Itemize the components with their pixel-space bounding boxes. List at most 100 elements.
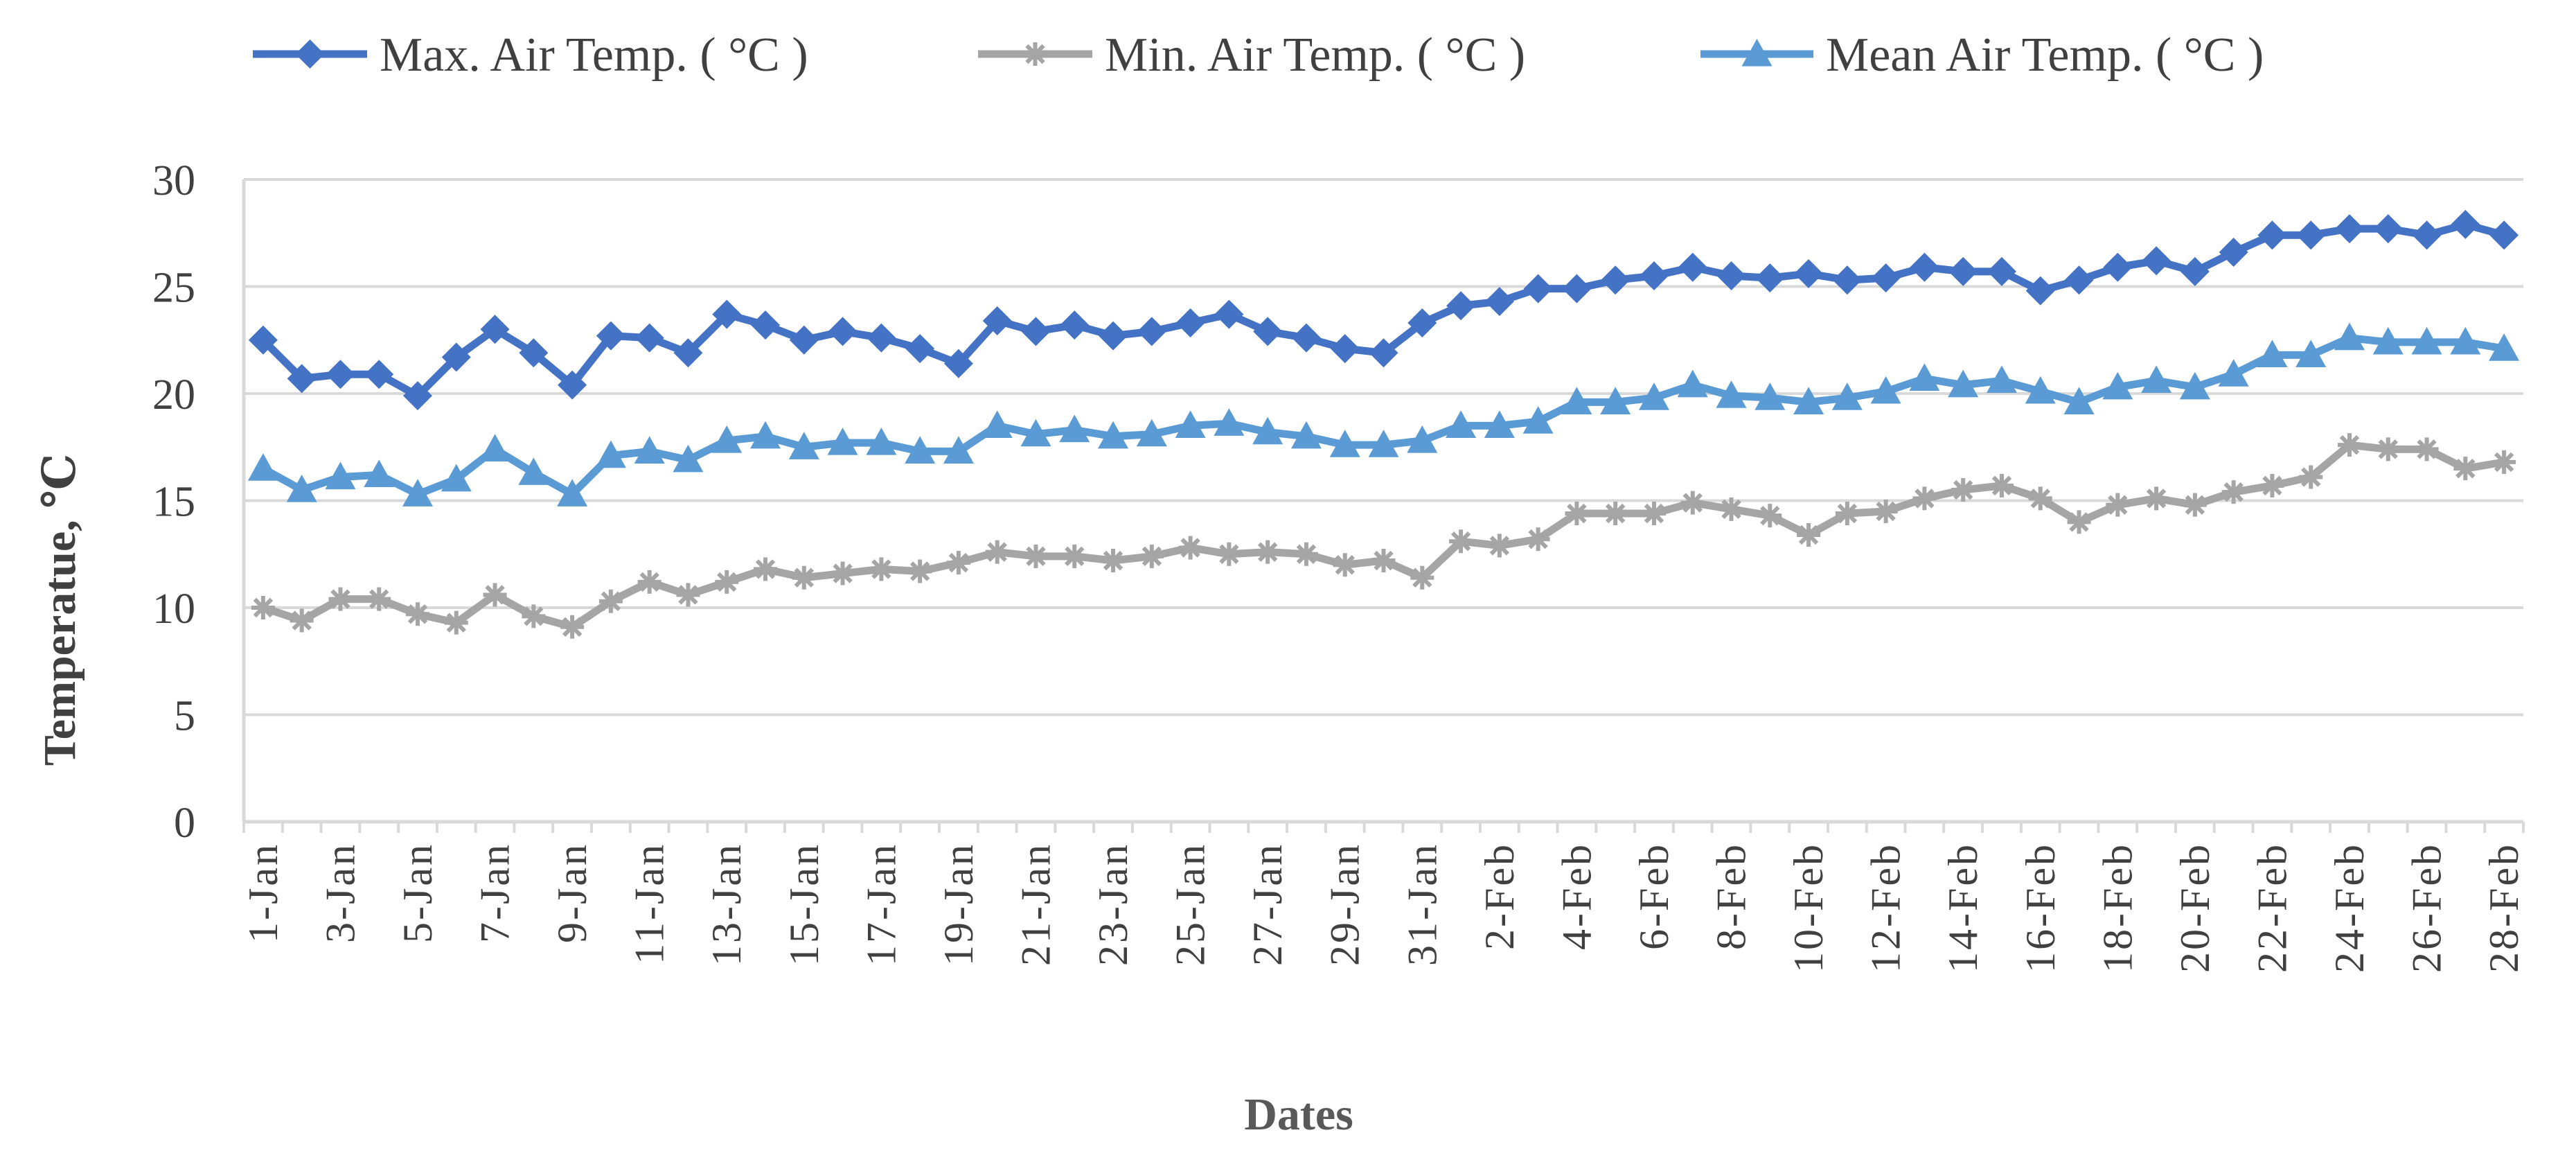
x-axis-title: Dates xyxy=(1244,1089,1353,1140)
data-point xyxy=(1024,544,1048,568)
data-point xyxy=(403,381,433,411)
marker-stroke xyxy=(1721,499,1741,520)
marker-stroke xyxy=(1142,546,1162,567)
data-point xyxy=(1175,308,1205,338)
y-tick-label: 20 xyxy=(152,371,195,419)
data-point xyxy=(1523,274,1553,303)
marker-stroke xyxy=(562,617,583,637)
data-point xyxy=(2179,371,2210,400)
legend-label: Mean Air Temp. ( °C ) xyxy=(1826,28,2264,82)
data-point xyxy=(754,557,778,581)
marker-stroke xyxy=(601,591,621,611)
data-point xyxy=(2489,220,2519,250)
data-point xyxy=(2296,220,2326,250)
data-point xyxy=(1794,258,1824,288)
marker-stroke xyxy=(1915,488,1935,509)
data-point xyxy=(286,475,317,502)
series-line xyxy=(260,220,2505,400)
legend-item-1: Max. Air Temp. ( °C ) xyxy=(253,28,808,82)
data-point xyxy=(1680,491,1705,515)
marker-stroke xyxy=(639,572,659,592)
data-point xyxy=(1797,522,1821,547)
legend-item-2: Min. Air Temp. ( °C ) xyxy=(978,28,1525,82)
data-point xyxy=(2025,276,2055,306)
data-point xyxy=(1291,323,1321,353)
x-tick-label: 28-Feb xyxy=(2481,843,2527,973)
data-point xyxy=(1522,406,1554,434)
marker-stroke xyxy=(794,567,814,588)
x-tick-label: 12-Feb xyxy=(1863,843,1909,973)
data-point xyxy=(905,436,936,464)
marker-stroke xyxy=(1991,475,2012,496)
data-point xyxy=(560,615,585,639)
data-point xyxy=(1758,504,1782,528)
data-point xyxy=(905,334,935,364)
marker-stroke xyxy=(1412,567,1432,588)
data-point xyxy=(1562,274,1592,303)
data-point xyxy=(1137,317,1166,346)
data-point xyxy=(596,321,625,351)
marker-stroke xyxy=(2146,488,2167,509)
x-tick-label: 10-Feb xyxy=(1786,843,1831,973)
series-layer xyxy=(247,209,2520,639)
x-tick-label: 13-Jan xyxy=(704,843,749,966)
data-point xyxy=(287,364,317,394)
data-point xyxy=(1601,265,1631,295)
data-point xyxy=(2337,433,2361,457)
data-point xyxy=(479,434,510,461)
data-point xyxy=(2025,376,2056,404)
marker-stroke xyxy=(871,559,891,579)
data-point xyxy=(2183,493,2207,517)
data-point xyxy=(1099,321,1128,351)
marker-stroke xyxy=(1065,546,1085,567)
data-point xyxy=(1526,527,1550,552)
marker-stroke xyxy=(2069,512,2089,532)
x-tick-label: 14-Feb xyxy=(1940,843,1986,973)
data-point xyxy=(2067,510,2091,534)
marker-stroke xyxy=(909,561,930,581)
data-point xyxy=(946,551,970,575)
data-point xyxy=(789,325,819,355)
data-point xyxy=(1989,473,2014,498)
data-point xyxy=(1060,310,1090,340)
x-tick-label: 2-Feb xyxy=(1477,843,1522,950)
data-point xyxy=(2295,340,2327,367)
marker-stroke xyxy=(1025,44,1045,64)
data-point xyxy=(248,325,278,355)
data-point xyxy=(1256,540,1280,564)
data-point xyxy=(1178,536,1202,560)
data-point xyxy=(2257,340,2288,367)
marker-stroke xyxy=(2262,475,2282,496)
data-point xyxy=(2372,326,2404,355)
marker-stroke xyxy=(1876,501,1896,522)
y-axis-title: Temperatue, ℃ xyxy=(35,454,85,766)
data-point xyxy=(1484,410,1515,438)
legend-marker xyxy=(1741,39,1773,67)
data-point xyxy=(792,565,816,590)
data-point xyxy=(2334,214,2364,244)
marker-stroke xyxy=(1296,544,1317,564)
data-point xyxy=(595,440,626,468)
x-tick-label: 4-Feb xyxy=(1554,843,1599,950)
data-point xyxy=(1638,382,1669,410)
data-point xyxy=(1487,534,1511,558)
data-point xyxy=(1639,261,1669,291)
marker-stroke xyxy=(1374,550,1394,571)
data-point xyxy=(1951,478,1975,502)
data-point xyxy=(2180,256,2210,286)
data-point xyxy=(444,610,468,635)
x-tick-label: 1-Jan xyxy=(240,843,286,943)
data-point xyxy=(1369,338,1398,368)
data-point xyxy=(518,457,549,485)
x-tick-label: 15-Jan xyxy=(781,843,827,966)
data-point xyxy=(2106,493,2130,517)
x-tick-label: 24-Feb xyxy=(2327,843,2372,973)
y-tick-label: 25 xyxy=(152,265,195,312)
data-point xyxy=(712,299,742,329)
data-point xyxy=(866,428,897,455)
data-point xyxy=(711,425,743,453)
marker-stroke xyxy=(2223,482,2244,502)
data-point xyxy=(251,596,275,619)
marker-stroke xyxy=(2108,495,2128,515)
data-point xyxy=(751,310,781,340)
